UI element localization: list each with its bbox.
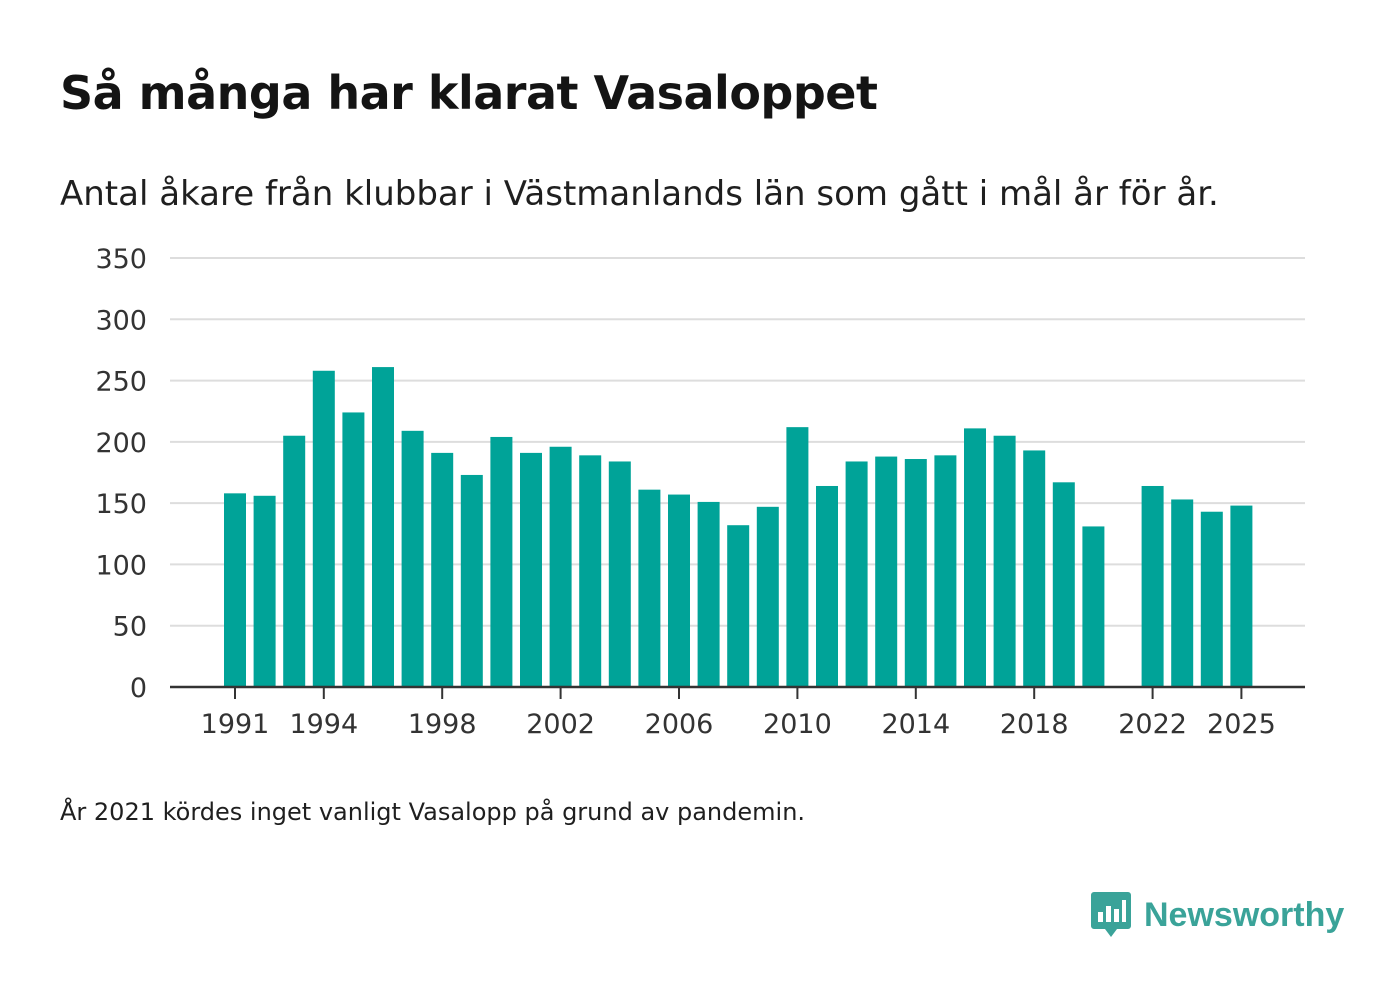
bar-2009: [756, 506, 779, 687]
x-tick-label: 2006: [645, 709, 714, 740]
x-tick-label: 2018: [1000, 709, 1069, 740]
x-tick-label: 1998: [408, 709, 477, 740]
y-tick-label: 100: [95, 550, 147, 581]
x-tick-label: 2002: [526, 709, 595, 740]
x-tick-label: 1994: [289, 709, 358, 740]
bar-1996: [372, 367, 394, 687]
y-tick-label: 250: [95, 367, 147, 398]
chart-title: Så många har klarat Vasaloppet: [60, 66, 878, 120]
x-tick-label: 2025: [1207, 709, 1276, 740]
bar-2001: [520, 452, 542, 687]
y-tick-label: 50: [113, 612, 147, 643]
bar-2019: [1052, 482, 1075, 687]
bar-1998: [431, 452, 454, 687]
x-tick-label: 1991: [201, 709, 270, 740]
bar-2007: [697, 501, 720, 687]
bar-1995: [342, 412, 365, 687]
bar-2022: [1141, 485, 1164, 687]
y-tick-label: 200: [95, 428, 147, 459]
bar-2014: [904, 459, 927, 687]
bar-2025: [1230, 505, 1253, 687]
bar-1992: [253, 495, 276, 687]
bar-2020: [1082, 526, 1105, 687]
x-tick-label: 2022: [1118, 709, 1187, 740]
bar-1993: [283, 435, 306, 687]
newsworthy-logo-icon: [1091, 892, 1131, 937]
bar-1997: [401, 430, 424, 687]
bar-2011: [816, 485, 838, 687]
x-tick-label: 2010: [763, 709, 832, 740]
bar-1994: [312, 370, 335, 687]
bar-2003: [579, 455, 602, 687]
brand-name: Newsworthy: [1144, 895, 1345, 934]
brand[interactable]: Newsworthy: [1090, 890, 1344, 940]
bar-2012: [845, 461, 868, 687]
bar-2000: [490, 436, 513, 687]
bar-2023: [1171, 499, 1194, 687]
bar-2008: [727, 525, 750, 687]
bar-1991: [224, 493, 246, 687]
y-tick-label: 350: [95, 244, 147, 275]
y-tick-label: 300: [95, 305, 147, 336]
bar-1999: [460, 474, 483, 687]
bar-2006: [668, 494, 690, 687]
x-tick-label: 2014: [881, 709, 950, 740]
chart-subtitle: Antal åkare från klubbar i Västmanlands …: [60, 174, 1219, 214]
footnote: År 2021 kördes inget vanligt Vasalopp på…: [60, 798, 806, 826]
bar-2010: [786, 427, 809, 687]
y-tick-label: 150: [95, 489, 147, 520]
bar-2013: [875, 456, 898, 687]
bar-2018: [1023, 450, 1046, 687]
y-tick-label: 0: [130, 673, 147, 704]
bar-2016: [964, 428, 986, 687]
bar-2002: [549, 446, 572, 687]
bar-2024: [1200, 511, 1223, 687]
bar-2017: [993, 435, 1016, 687]
bar-2004: [608, 461, 631, 687]
bar-2015: [934, 455, 957, 687]
bar-2005: [638, 489, 661, 687]
